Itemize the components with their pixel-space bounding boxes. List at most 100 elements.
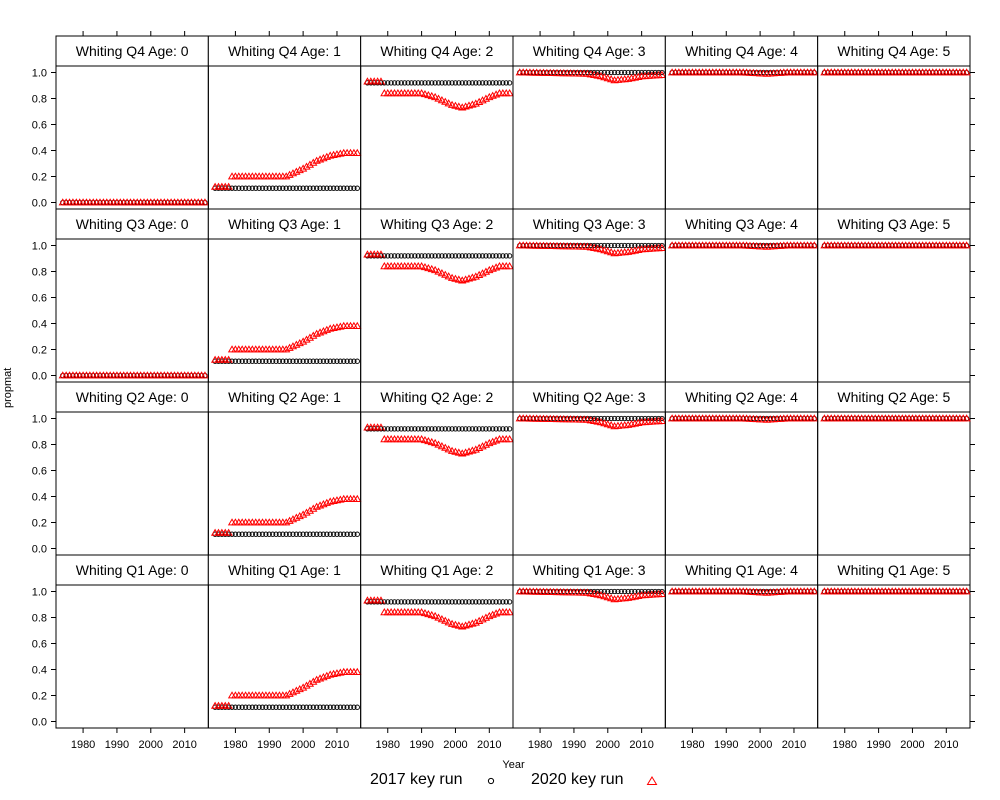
point-2020 xyxy=(603,420,612,428)
point-2017 xyxy=(412,80,418,86)
point-2017 xyxy=(473,80,479,86)
y-tick-label: 0.2 xyxy=(32,518,47,530)
point-2020 xyxy=(292,686,301,694)
point-2017 xyxy=(446,253,452,259)
point-2017 xyxy=(229,358,235,364)
panel-title: Whiting Q1 Age: 0 xyxy=(76,562,189,578)
point-2017 xyxy=(293,358,299,364)
point-2017 xyxy=(283,185,289,191)
point-2017 xyxy=(452,80,459,86)
point-2017 xyxy=(591,588,597,595)
point-2017 xyxy=(490,426,496,432)
point-2017 xyxy=(300,358,306,364)
point-2017 xyxy=(259,358,266,364)
point-2017 xyxy=(276,358,283,364)
point-2017 xyxy=(439,426,445,432)
point-2017 xyxy=(618,242,624,249)
point-2017 xyxy=(642,415,648,422)
x-tick-label: 2010 xyxy=(172,739,196,751)
panel-strip xyxy=(207,35,362,67)
point-2017 xyxy=(415,253,421,259)
point-2017 xyxy=(317,704,323,710)
point-2017 xyxy=(253,531,259,537)
point-2017 xyxy=(236,358,242,364)
point-2017 xyxy=(253,704,259,710)
point-2020 xyxy=(474,443,484,451)
point-2020 xyxy=(285,689,294,697)
panel-strip xyxy=(55,381,209,413)
point-2017 xyxy=(486,426,492,432)
point-2020 xyxy=(427,91,436,100)
point-2020 xyxy=(474,616,484,624)
point-2017 xyxy=(286,358,293,364)
point-2017 xyxy=(611,242,618,249)
point-2020 xyxy=(353,667,362,675)
point-2017 xyxy=(266,531,272,537)
point-2020 xyxy=(600,73,609,81)
point-2017 xyxy=(256,704,262,710)
point-2020 xyxy=(491,436,501,444)
point-2017 xyxy=(418,253,425,259)
point-2020 xyxy=(295,165,304,174)
point-2017 xyxy=(490,599,496,605)
point-2017 xyxy=(655,69,662,76)
point-2017 xyxy=(290,704,296,710)
point-2020 xyxy=(962,587,971,595)
point-2017 xyxy=(314,358,320,364)
point-2017 xyxy=(415,426,421,432)
x-tick-label: 2000 xyxy=(900,739,924,751)
panel-frame xyxy=(817,584,971,729)
point-2017 xyxy=(432,426,438,432)
point-2017 xyxy=(466,599,472,605)
point-2017 xyxy=(422,599,428,605)
point-2017 xyxy=(652,588,658,595)
point-2017 xyxy=(594,242,601,249)
point-2017 xyxy=(622,415,628,422)
point-2020 xyxy=(444,618,453,626)
point-2020 xyxy=(282,518,291,526)
point-2017 xyxy=(638,69,645,76)
point-2017 xyxy=(405,599,411,605)
point-2017 xyxy=(645,588,652,595)
point-2017 xyxy=(506,599,513,605)
point-2017 xyxy=(476,253,482,259)
point-2017 xyxy=(466,426,472,432)
panel-frame xyxy=(512,238,666,383)
x-tick-label: 2010 xyxy=(782,739,806,751)
point-2017 xyxy=(280,531,286,537)
point-2017 xyxy=(655,242,662,249)
panel-strip xyxy=(512,554,666,586)
point-2017 xyxy=(442,253,448,259)
point-2017 xyxy=(385,80,391,86)
point-2017 xyxy=(242,185,249,191)
point-2020 xyxy=(424,609,433,618)
point-2017 xyxy=(297,185,303,191)
point-2017 xyxy=(385,599,391,605)
point-2020 xyxy=(596,418,606,426)
point-2020 xyxy=(302,335,311,343)
x-tick-label: 1980 xyxy=(223,739,247,751)
point-2020 xyxy=(962,414,971,422)
panel-strip xyxy=(207,554,362,586)
point-2020 xyxy=(305,333,315,341)
x-tick-label: 1980 xyxy=(528,739,552,751)
point-2017 xyxy=(239,531,245,537)
point-2017 xyxy=(283,704,289,710)
point-2017 xyxy=(452,253,459,259)
point-2017 xyxy=(398,599,404,605)
panel-strip xyxy=(207,208,362,240)
point-2017 xyxy=(432,80,438,86)
point-2020 xyxy=(657,243,667,251)
point-2017 xyxy=(324,358,330,364)
panel-title: Whiting Q1 Age: 1 xyxy=(228,562,341,578)
point-2020 xyxy=(505,435,514,443)
point-2017 xyxy=(483,426,489,432)
point-2017 xyxy=(622,588,628,595)
legend-marker-triangle xyxy=(646,776,658,785)
point-2017 xyxy=(249,704,255,710)
point-2017 xyxy=(280,358,286,364)
point-2017 xyxy=(615,588,621,595)
point-2017 xyxy=(496,253,503,259)
point-2017 xyxy=(351,704,357,710)
